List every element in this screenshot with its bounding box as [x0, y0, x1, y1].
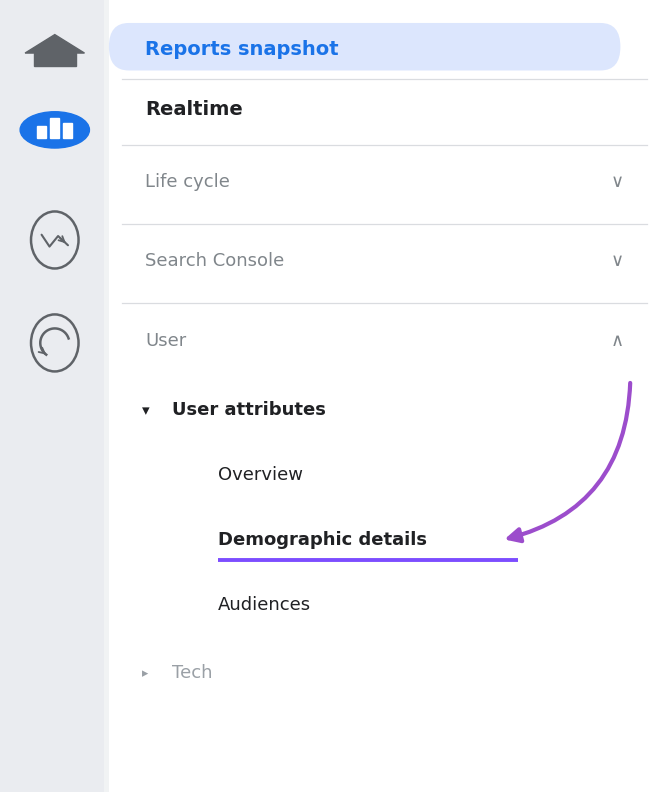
- Bar: [63, 124, 72, 138]
- Bar: [37, 126, 46, 138]
- Polygon shape: [25, 35, 84, 53]
- Bar: [50, 118, 59, 138]
- Text: Audiences: Audiences: [218, 596, 311, 614]
- Bar: [34, 53, 76, 67]
- Text: Reports snapshot: Reports snapshot: [145, 40, 339, 59]
- Text: ∨: ∨: [610, 173, 624, 191]
- Text: User: User: [145, 332, 186, 349]
- Text: User attributes: User attributes: [172, 402, 325, 419]
- Text: ∨: ∨: [610, 253, 624, 270]
- FancyBboxPatch shape: [109, 23, 620, 70]
- FancyBboxPatch shape: [0, 0, 104, 792]
- Text: Overview: Overview: [218, 466, 303, 484]
- Ellipse shape: [20, 112, 90, 148]
- Text: Search Console: Search Console: [145, 253, 284, 270]
- Text: Demographic details: Demographic details: [218, 531, 427, 549]
- Text: Realtime: Realtime: [145, 100, 243, 119]
- Text: ∧: ∧: [610, 332, 624, 349]
- Text: ▾: ▾: [142, 403, 150, 417]
- FancyBboxPatch shape: [109, 0, 660, 792]
- Text: Tech: Tech: [172, 664, 212, 682]
- Text: ▸: ▸: [142, 667, 148, 680]
- Text: Life cycle: Life cycle: [145, 173, 230, 191]
